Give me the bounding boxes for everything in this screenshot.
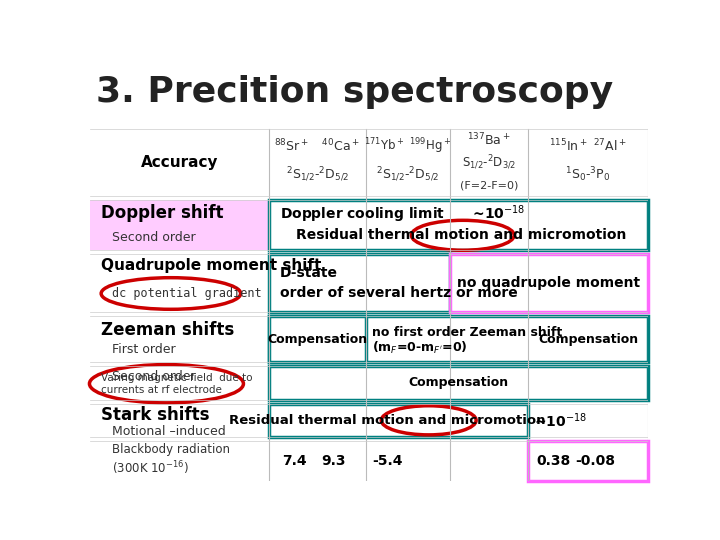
Text: Blackbody radiation
(300K 10$^{-16}$): Blackbody radiation (300K 10$^{-16}$) <box>112 443 230 477</box>
FancyBboxPatch shape <box>528 441 648 481</box>
Text: (F=2-F=0): (F=2-F=0) <box>460 180 518 191</box>
Text: D-state: D-state <box>280 266 338 280</box>
Text: $^1$S$_0$-$^3$P$_0$: $^1$S$_0$-$^3$P$_0$ <box>565 166 611 184</box>
FancyBboxPatch shape <box>269 366 648 400</box>
FancyBboxPatch shape <box>269 404 528 437</box>
Text: no first order Zeeman shift: no first order Zeeman shift <box>372 327 562 340</box>
Text: Quadrupole moment shift: Quadrupole moment shift <box>101 258 322 273</box>
Text: Doppler cooling limit      ~10$^{-18}$: Doppler cooling limit ~10$^{-18}$ <box>280 204 525 225</box>
Text: Doppler shift: Doppler shift <box>101 204 224 222</box>
Text: S$_{1/2}$-$^2$D$_{3/2}$: S$_{1/2}$-$^2$D$_{3/2}$ <box>462 153 516 172</box>
Text: Stark shifts: Stark shifts <box>101 406 210 424</box>
Text: 9.3: 9.3 <box>322 454 346 468</box>
Text: 3. Precition spectroscopy: 3. Precition spectroscopy <box>96 75 613 109</box>
FancyBboxPatch shape <box>450 254 648 312</box>
Text: 0.38: 0.38 <box>536 454 571 468</box>
Text: order of several hertz or more: order of several hertz or more <box>280 287 518 300</box>
FancyBboxPatch shape <box>269 316 648 362</box>
Text: (m$_F$=0-m$_{F'}$=0): (m$_F$=0-m$_{F'}$=0) <box>372 340 467 356</box>
Text: -5.4: -5.4 <box>372 454 402 468</box>
Text: Second order: Second order <box>112 231 196 244</box>
Text: $^2$S$_{1/2}$-$^2$D$_{5/2}$: $^2$S$_{1/2}$-$^2$D$_{5/2}$ <box>377 166 440 184</box>
Text: Motional –induced: Motional –induced <box>112 426 226 438</box>
FancyBboxPatch shape <box>269 254 450 312</box>
Text: $^2$S$_{1/2}$-$^2$D$_{5/2}$: $^2$S$_{1/2}$-$^2$D$_{5/2}$ <box>286 166 349 184</box>
FancyBboxPatch shape <box>269 316 366 362</box>
Text: First order: First order <box>112 343 176 356</box>
Text: $^{137}$Ba$^+$: $^{137}$Ba$^+$ <box>467 131 510 148</box>
Text: Varing magnetic field  due to
currents at rf electrode: Varing magnetic field due to currents at… <box>101 373 253 395</box>
Text: -0.08: -0.08 <box>575 454 616 468</box>
FancyBboxPatch shape <box>269 200 648 250</box>
Text: 7.4: 7.4 <box>282 454 307 468</box>
Text: ~10$^{-18}$: ~10$^{-18}$ <box>534 411 587 430</box>
Text: no quadrupole moment: no quadrupole moment <box>457 276 641 290</box>
Text: Residual thermal motion and micromotion: Residual thermal motion and micromotion <box>297 228 627 242</box>
Text: $^{171}$Yb$^+$ $^{199}$Hg$^+$: $^{171}$Yb$^+$ $^{199}$Hg$^+$ <box>364 136 451 156</box>
Text: $^{115}$In$^+$ $^{27}$Al$^+$: $^{115}$In$^+$ $^{27}$Al$^+$ <box>549 138 627 154</box>
Text: Compensation: Compensation <box>408 376 508 389</box>
Text: Residual thermal motion and micromotion: Residual thermal motion and micromotion <box>229 414 545 427</box>
Text: $^{88}$Sr$^+$   $^{40}$Ca$^+$: $^{88}$Sr$^+$ $^{40}$Ca$^+$ <box>274 138 361 154</box>
Text: dc potential gradient: dc potential gradient <box>112 287 262 300</box>
Text: Accuracy: Accuracy <box>140 155 218 170</box>
Text: Compensation: Compensation <box>538 333 638 346</box>
Text: Compensation: Compensation <box>267 333 367 346</box>
Text: Zeeman shifts: Zeeman shifts <box>101 321 235 339</box>
Text: Second order: Second order <box>112 369 196 382</box>
FancyBboxPatch shape <box>90 200 269 250</box>
